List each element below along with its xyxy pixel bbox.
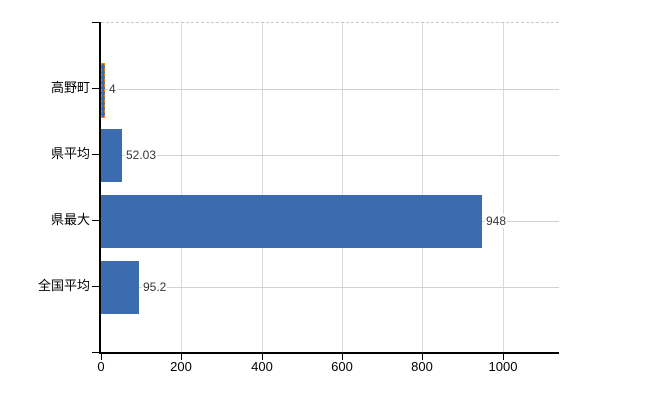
x-axis-tick xyxy=(262,353,263,360)
x-tick-label: 1000 xyxy=(488,359,518,374)
x-tick-label: 800 xyxy=(411,359,433,374)
x-axis-tick xyxy=(181,353,182,360)
y-axis-line xyxy=(99,22,101,353)
x-axis-tick xyxy=(503,353,504,360)
value-label: 948 xyxy=(485,214,508,228)
horizontal-gridline xyxy=(101,287,559,288)
category-label: 県平均 xyxy=(50,146,90,161)
x-tick-label: 400 xyxy=(251,359,273,374)
horizontal-gridline xyxy=(101,89,559,90)
x-tick-label: 0 xyxy=(97,359,105,374)
y-axis-tick xyxy=(92,22,100,23)
vertical-gridline xyxy=(342,23,343,353)
bar[interactable] xyxy=(101,195,482,248)
x-axis-line xyxy=(99,352,559,354)
x-axis-tick xyxy=(422,353,423,360)
category-label: 県最大 xyxy=(50,212,90,227)
x-tick-label: 600 xyxy=(331,359,353,374)
value-label: 4 xyxy=(108,82,117,96)
y-axis-tick xyxy=(92,154,100,155)
y-axis-tick xyxy=(92,88,100,89)
y-axis-tick xyxy=(92,220,100,221)
x-axis-tick xyxy=(101,353,102,360)
vertical-gridline xyxy=(181,23,182,353)
bar[interactable] xyxy=(101,63,105,118)
x-axis-tick xyxy=(342,353,343,360)
bar[interactable] xyxy=(101,129,122,182)
category-label: 高野町 xyxy=(50,80,90,95)
vertical-gridline xyxy=(262,23,263,353)
x-tick-label: 200 xyxy=(170,359,192,374)
vertical-gridline xyxy=(503,23,504,353)
horizontal-gridline xyxy=(101,155,559,156)
plot-area: 4 52.03 948 95.2 xyxy=(101,22,559,353)
vertical-gridline xyxy=(422,23,423,353)
bar[interactable] xyxy=(101,261,139,314)
y-axis-tick xyxy=(92,352,100,353)
value-label: 52.03 xyxy=(125,148,158,162)
value-label: 95.2 xyxy=(142,280,168,294)
y-axis-tick xyxy=(92,286,100,287)
category-label: 全国平均 xyxy=(37,278,90,293)
